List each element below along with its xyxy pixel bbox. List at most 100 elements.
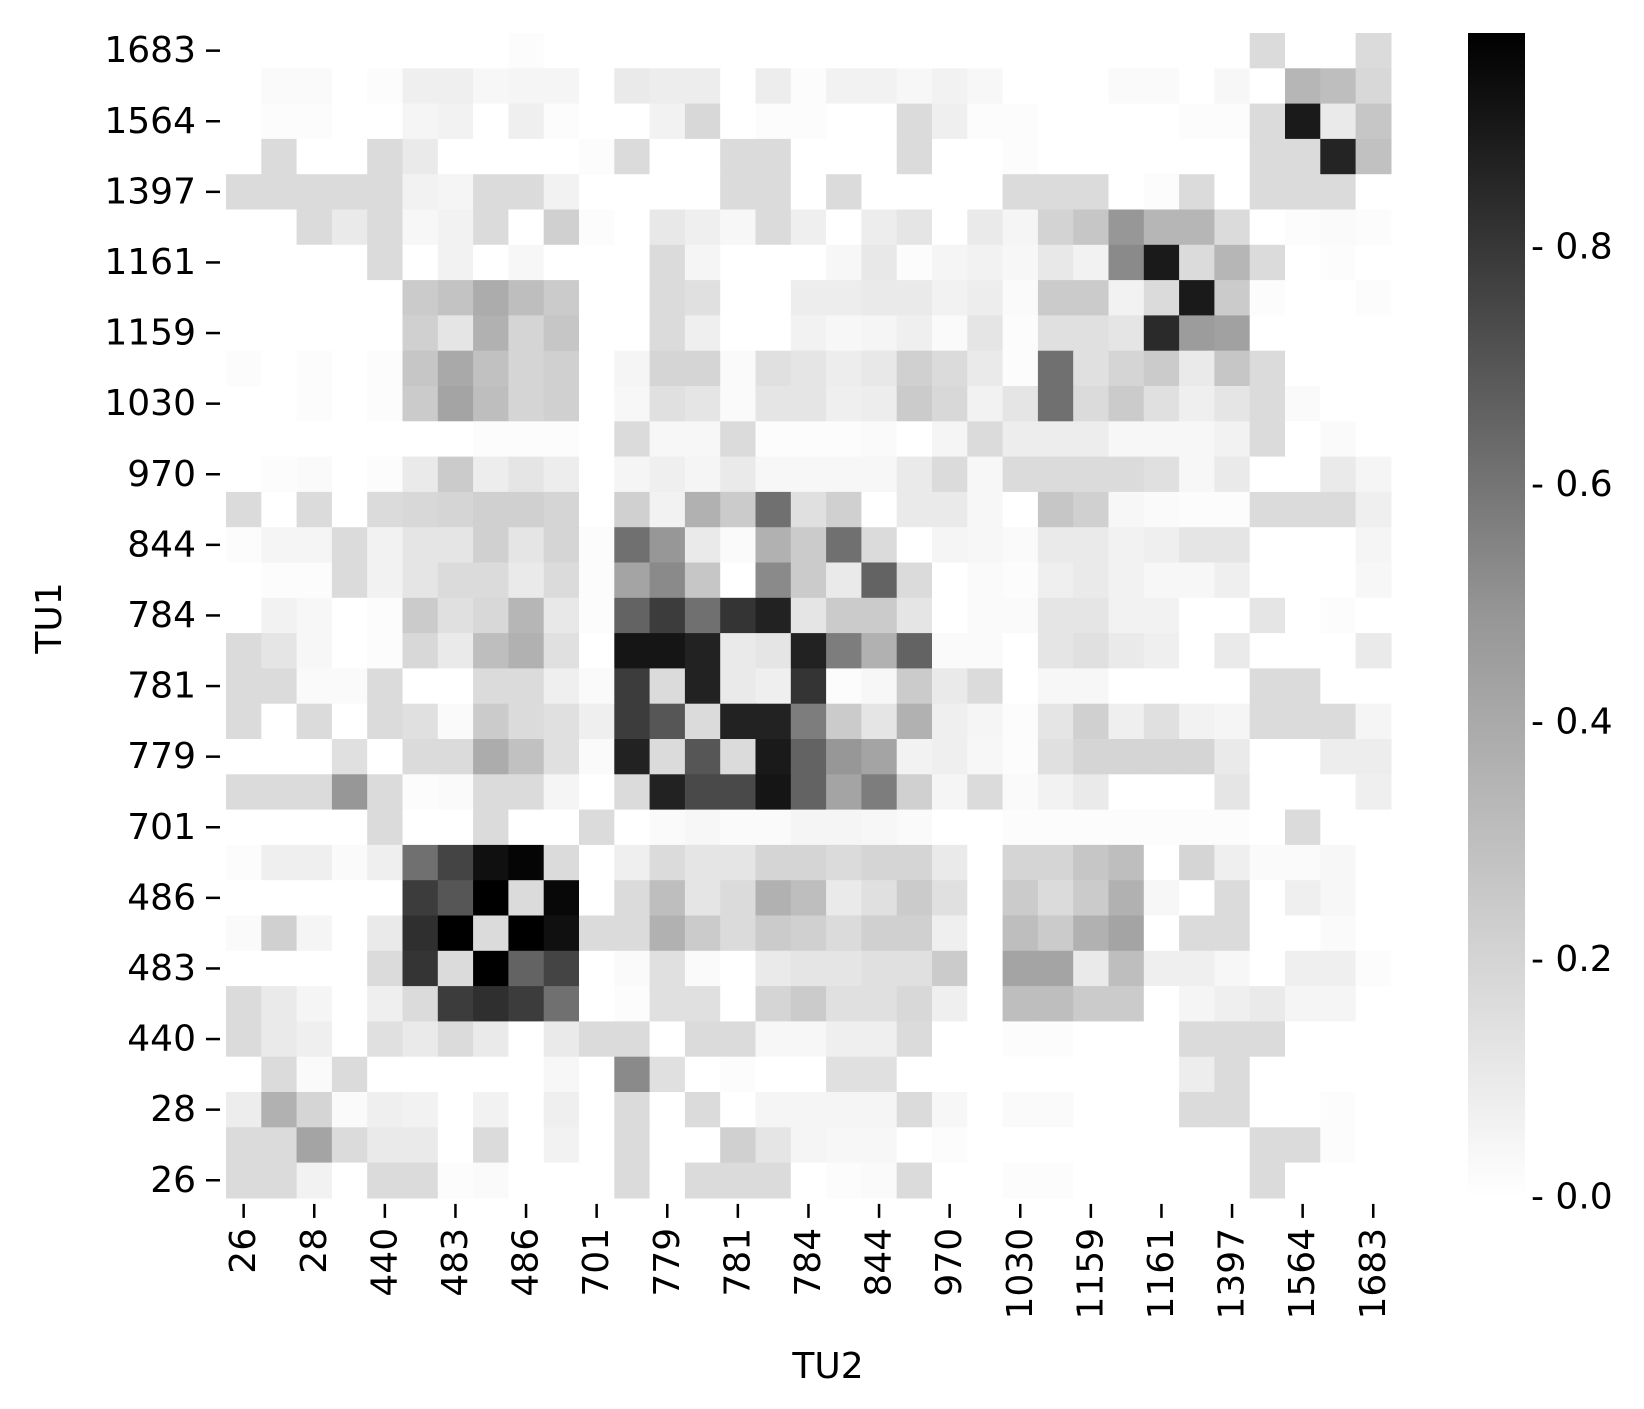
heatmap-cell [896,986,933,1022]
heatmap-cell [402,668,439,705]
heatmap-cell [367,739,404,775]
heatmap-cell [437,491,474,528]
heatmap-cell [1179,703,1215,740]
x-tick-label: 28 [294,1228,335,1274]
heatmap-cell [614,456,651,493]
heatmap-cell [755,209,792,246]
heatmap-cell [296,456,333,493]
heatmap-cell [1214,986,1251,1022]
heatmap-cell [1073,597,1110,634]
heatmap-cell [1249,915,1286,952]
heatmap-cell [1320,633,1357,669]
heatmap-cell [508,68,545,105]
heatmap-cell [226,844,262,881]
heatmap-cell [1073,103,1110,140]
heatmap-cell [1214,809,1251,846]
heatmap-cell [579,1162,615,1199]
heatmap-cell [1355,809,1392,846]
heatmap-cell [720,244,757,281]
heatmap-cell [543,1162,580,1199]
x-tick-label: 1564 [1282,1228,1323,1320]
heatmap-cell [1179,491,1215,528]
heatmap-cell [720,950,757,987]
heatmap-cell [226,456,262,493]
colorbar-tick-label: - 0.8 [1531,226,1613,267]
heatmap-cell [1108,880,1145,917]
heatmap-cell [543,880,580,917]
heatmap-cell [896,280,933,316]
heatmap-cell [896,1162,933,1199]
heatmap-cell [226,1127,262,1164]
heatmap-cell [331,703,368,740]
heatmap-cell [1143,1056,1180,1093]
heatmap-cell [261,915,298,952]
heatmap-cell [1249,103,1286,140]
heatmap-cell [1002,1092,1039,1128]
heatmap-cell [1355,1127,1392,1164]
heatmap-cell [508,138,545,175]
heatmap-cell [1108,597,1145,634]
heatmap-cell [579,280,615,316]
heatmap-cell [1249,209,1286,246]
heatmap-cell [826,950,862,987]
heatmap-cell [543,1092,580,1128]
heatmap-cell [1179,950,1215,987]
heatmap-cell [402,456,439,493]
x-tick-label: 701 [576,1228,617,1297]
heatmap-cell [790,315,827,352]
heatmap-cell [826,1056,862,1093]
heatmap-cell [437,174,474,211]
heatmap-cell [508,950,545,987]
heatmap-cell [1355,562,1392,599]
heatmap-cell [1037,1127,1074,1164]
heatmap-cell [1037,138,1074,175]
heatmap-cell [579,68,615,105]
heatmap-cell [543,633,580,669]
heatmap-cell [1037,174,1074,211]
heatmap-cell [720,209,757,246]
heatmap-cell [367,456,404,493]
heatmap-cell [261,491,298,528]
heatmap-cell [543,774,580,811]
heatmap-cell [826,68,862,105]
heatmap-cell [614,527,651,564]
heatmap-cell [1073,1021,1110,1058]
heatmap-cell [1249,562,1286,599]
heatmap-cell [1179,844,1215,881]
heatmap-cell [684,703,721,740]
heatmap-cell [1249,950,1286,987]
heatmap-cell [543,915,580,952]
heatmap-cell [296,1056,333,1093]
heatmap-cell [1285,809,1321,846]
x-tick-label: 440 [364,1228,405,1297]
heatmap-cell [896,703,933,740]
heatmap-cell [896,174,933,211]
heatmap-cell [1214,244,1251,281]
heatmap-cell [1214,421,1251,458]
heatmap-cell [226,103,262,140]
heatmap-cell [437,915,474,952]
heatmap-cell [1143,1162,1180,1199]
heatmap-cell [296,527,333,564]
heatmap-cell [967,633,1004,669]
heatmap-cell [1037,809,1074,846]
heatmap-cell [1320,668,1357,705]
heatmap-cell [1285,880,1321,917]
heatmap-cell [896,386,933,422]
heatmap-cell [1320,527,1357,564]
heatmap-cell [296,33,333,69]
heatmap-cell [826,386,862,422]
heatmap-cell [508,844,545,881]
heatmap-cell [720,986,757,1022]
heatmap-cell [367,209,404,246]
heatmap-cell [543,138,580,175]
heatmap-cell [579,244,615,281]
heatmap-cell [967,597,1004,634]
heatmap-cell [1143,350,1180,387]
heatmap-cell [261,33,298,69]
heatmap-cell [790,103,827,140]
heatmap-cell [1214,1021,1251,1058]
heatmap-cell [1037,209,1074,246]
heatmap-cell [755,703,792,740]
y-tick-label: 844 [127,524,196,565]
